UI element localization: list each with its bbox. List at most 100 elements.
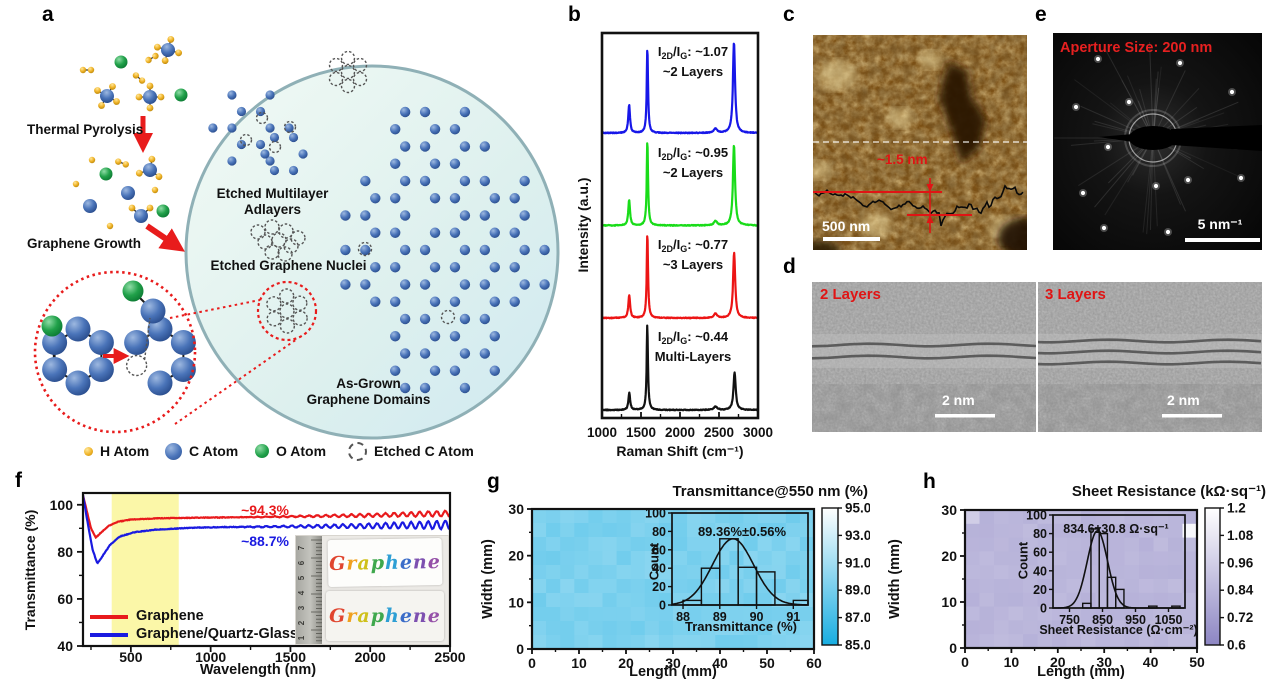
colorbar: [1204, 507, 1221, 646]
heatmap-cells: [532, 509, 815, 650]
heatmap-x-tick-label: 0: [961, 654, 969, 670]
as-grown-line1: As-Grown: [336, 376, 401, 391]
legend-label: H Atom: [100, 443, 150, 459]
panel-d-tem: d 2 Layers 3 Layers 2 nm 2 nm: [780, 256, 1268, 443]
tem-image-2-layers: [811, 282, 1037, 432]
etched-multilayer-line2: Adlayers: [243, 201, 302, 217]
legend-item-h-atom: H Atom: [84, 441, 149, 461]
height-annotation: ~1.5 nm: [877, 152, 928, 167]
raman-x-tick-label: 1000: [587, 425, 617, 440]
raman-ratio-part: G: [680, 152, 688, 162]
raman-ratio-part: :: [687, 44, 696, 59]
transmittance-plot: 500 1000 1500 2000 2500 100 80 60 40: [50, 491, 466, 665]
glass-slide-bottom: Graphene: [326, 591, 444, 641]
panel-b-raman: 1000 1500 2000 2500 3000 b I2D/IG: ~1.07 ~2 L…: [560, 0, 790, 470]
colorbar-tick-label: 91.00: [845, 555, 870, 570]
inset-x-tick-label: 750: [1059, 613, 1080, 627]
afm-image: [813, 35, 1027, 250]
slide-letter: p: [370, 551, 386, 574]
transmittance-heatmap: 0 10 20 30 40 50 60 0 10 20 30 95.00 93.00 91.00 89.00…: [508, 501, 870, 672]
tem-left-scale-label: 2 nm: [942, 392, 975, 408]
slide-letter: e: [399, 551, 414, 574]
colorbar-tick-label: 89.00: [845, 583, 870, 598]
inset-y-tick-label: 40: [652, 562, 666, 576]
raman-curve-multi-layers-black: [601, 324, 759, 412]
etched-atoms: [125, 50, 456, 377]
h-x-axis-title: Length (mm): [1037, 664, 1125, 680]
slide-letter: a: [357, 605, 371, 627]
inset-y-tick-label: 0: [659, 599, 666, 613]
colorbar-tick-label: 93.00: [845, 528, 870, 543]
tem-right-title: 3 Layers: [1045, 286, 1106, 303]
molecule-o: [99, 167, 113, 181]
molecule-o: [174, 88, 188, 102]
diffraction-spot: [1105, 144, 1111, 150]
legend-item-etched-c-atom: Etched C Atom: [348, 441, 474, 461]
height-profile-trace: [814, 184, 1024, 227]
inset-y-tick-label: 20: [1033, 583, 1047, 597]
transmittance-curve-graphene-quartz-glass: [83, 494, 450, 565]
inset-x-tick-label: 91: [786, 610, 800, 624]
panel-h-label: h: [923, 470, 936, 493]
zoom-source-circle: [256, 280, 318, 342]
tem-right-scale-label: 2 nm: [1167, 392, 1200, 408]
ruler: 1 2 3 4 5 6 7: [296, 536, 322, 644]
heatmap-x-tick-label: 10: [1004, 654, 1020, 670]
graphene-layer-line: [1036, 360, 1262, 366]
transmittance-y-tick-label: 60: [57, 591, 73, 607]
heatmap-y-tick-label: 20: [508, 548, 524, 564]
inset-x-tick-label: 88: [676, 610, 690, 624]
colorbar-tick-label: 0.72: [1227, 610, 1253, 625]
etched-nuclei-label: Etched Graphene Nuclei: [210, 258, 367, 273]
quartz-legend-line: [90, 633, 128, 637]
raman-ratio-part: 2D: [661, 152, 674, 162]
panel-f-transmittance: 500 1000 1500 2000 2500 100 80 60 40 f Transmitt…: [0, 470, 470, 682]
raman-y-axis-title: Intensity (a.u.): [575, 177, 591, 273]
g-y-axis-title: Width (mm): [480, 539, 496, 619]
heatmap-x-tick-label: 30: [665, 655, 681, 671]
molecule-ch3: [135, 155, 163, 181]
molecule-h: [72, 180, 80, 188]
raman-ratio-part: /I: [673, 237, 681, 252]
afm-scale-bar: [823, 237, 880, 241]
transmittance-y-tick-label: 40: [57, 638, 73, 654]
diffraction-spot: [1165, 229, 1171, 235]
diffraction-spot: [1095, 56, 1101, 62]
molecule-ch2: [128, 204, 154, 223]
diffraction-spot: [1073, 104, 1079, 110]
transmittance-x-tick-label: 500: [119, 649, 143, 665]
growth-region-circle: [184, 64, 560, 440]
slide-letter: G: [329, 605, 347, 627]
heatmap-y-tick-label: 0: [516, 641, 524, 657]
inset-y-tick-label: 0: [1040, 602, 1047, 616]
colorbar-tick-label: 1.2: [1227, 501, 1246, 516]
molecule-h2: [145, 52, 159, 64]
afm-micrograph: [813, 35, 1027, 250]
raman-ratio-part: 2D: [661, 336, 674, 346]
raman-ratio-part: G: [680, 51, 688, 61]
legend-item-c-atom: C Atom: [165, 441, 238, 461]
tem-scale-bar: [935, 414, 995, 418]
raman-ratio-label: I2D/IG: ~1.07: [628, 44, 758, 61]
raman-ratio-part: /I: [673, 329, 681, 344]
heatmap-y-tick-label: 20: [941, 548, 957, 564]
panel-g-label: g: [487, 470, 500, 493]
inset-y-tick-label: 60: [1033, 546, 1047, 560]
h-y-axis-title: Width (mm): [887, 539, 903, 619]
heatmap-x-tick-label: 50: [1189, 654, 1205, 670]
glass-slide-top: Graphene: [327, 538, 443, 587]
raman-ratio-part: ~0.77: [695, 237, 729, 252]
inset-x-tick-label: 89: [713, 610, 727, 624]
etched-multilayer-label: Etched Multilayer Adlayers: [190, 186, 355, 217]
raman-ratio-label: I2D/IG: ~0.44: [628, 329, 758, 346]
h-inset-y-title: Count: [1015, 541, 1031, 580]
slide-letter: e: [427, 550, 442, 573]
raman-ratio-part: I: [657, 237, 662, 252]
afm-scale-bar-label: 500 nm: [822, 218, 871, 234]
ruler-number: 3: [297, 605, 306, 610]
colorbar-tick-label: 0.84: [1227, 583, 1254, 598]
as-grown-label: As-Grown Graphene Domains: [286, 376, 451, 407]
raman-curve-2-layers-blue: [601, 42, 759, 135]
heatmap-x-tick-label: 0: [528, 655, 536, 671]
